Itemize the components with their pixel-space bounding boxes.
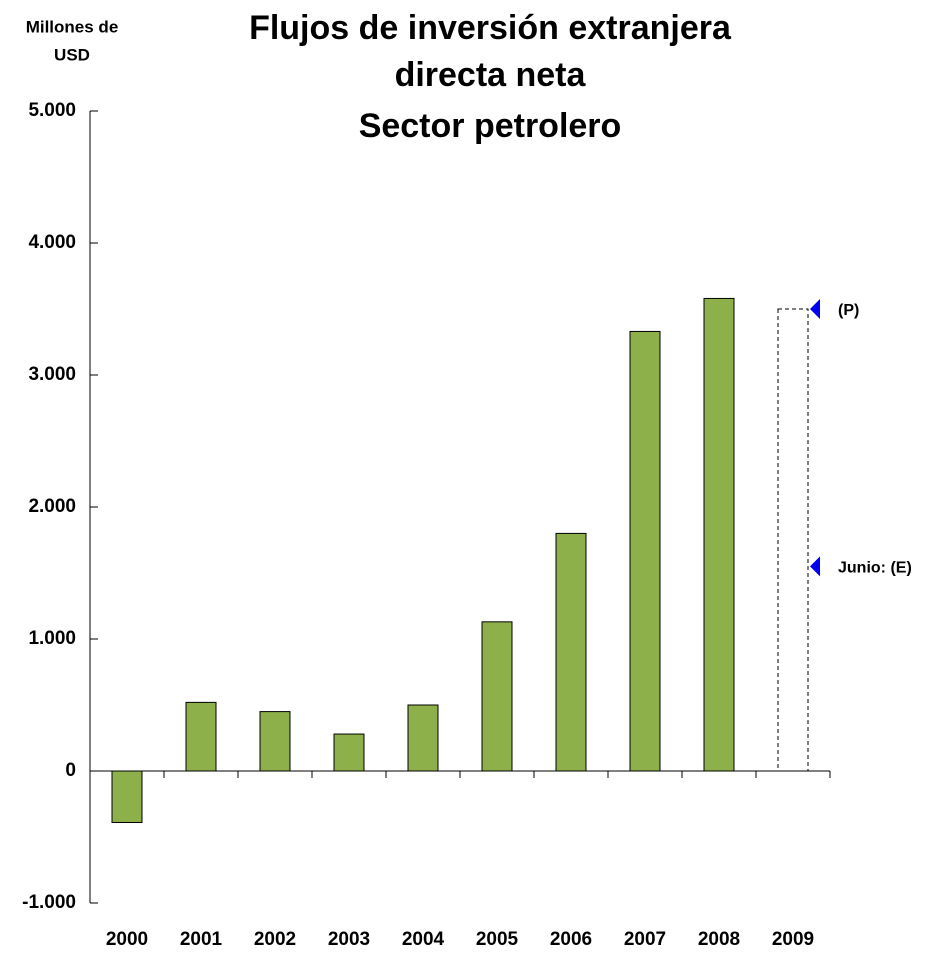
annotation-marker [810, 299, 820, 319]
bar [333, 733, 365, 772]
y-tick-label: 5.000 [28, 100, 76, 121]
y-tick-label: 4.000 [28, 232, 76, 253]
x-tick-label: 2002 [254, 929, 296, 950]
x-tick-label: 2000 [106, 929, 148, 950]
bar [259, 711, 291, 772]
x-tick-label: 2009 [772, 929, 814, 950]
chart-title: Flujos de inversión extranjera [249, 9, 732, 47]
y-tick-label: 3.000 [28, 364, 76, 385]
bar [555, 532, 587, 772]
x-tick-label: 2008 [698, 929, 740, 950]
bar [777, 308, 809, 772]
annotation-marker [810, 556, 820, 577]
y-tick-label: 1.000 [28, 628, 76, 649]
bar [703, 297, 735, 772]
chart-title: directa neta [395, 56, 587, 94]
x-tick-label: 2005 [476, 929, 519, 950]
y-axis-label: Millones de [26, 17, 119, 36]
y-tick-label: 2.000 [28, 496, 76, 517]
bar [481, 621, 513, 772]
x-tick-label: 2006 [550, 929, 592, 950]
chart-title: Sector petrolero [359, 107, 622, 145]
x-tick-label: 2007 [624, 929, 666, 950]
bar [407, 704, 439, 772]
y-tick-label: 0 [65, 760, 76, 781]
annotation: Junio: (E) [838, 560, 912, 577]
bar [185, 701, 217, 772]
x-tick-label: 2004 [402, 929, 445, 950]
x-tick-label: 2003 [328, 929, 370, 950]
bar [111, 770, 143, 823]
annotation: (P) [838, 302, 859, 319]
y-axis-label: USD [54, 45, 90, 64]
bar [629, 330, 661, 772]
y-tick-label: -1.000 [22, 892, 76, 913]
x-tick-label: 2001 [180, 929, 223, 950]
